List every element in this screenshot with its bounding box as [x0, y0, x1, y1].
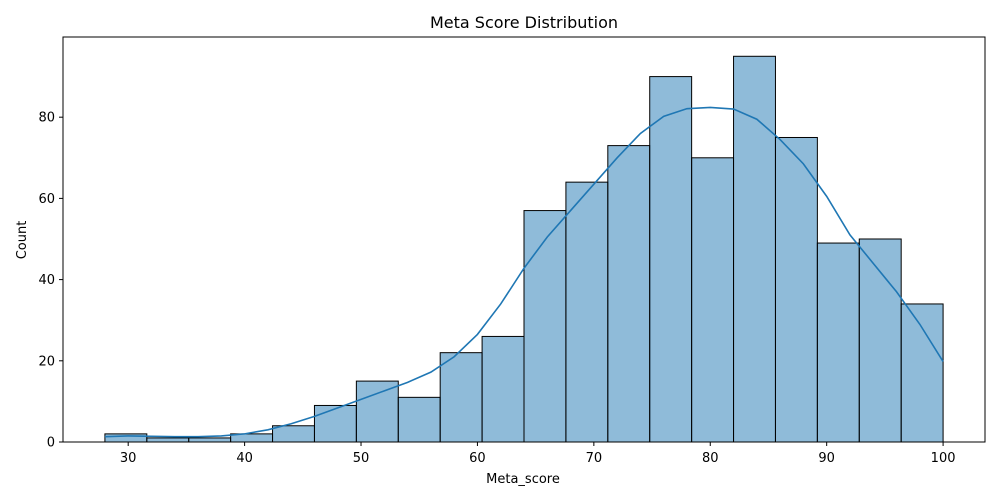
histogram-bar	[397, 396, 441, 443]
y-tick-label: 80	[38, 111, 55, 126]
histogram-bar	[774, 136, 818, 443]
x-tick-label: 50	[353, 451, 370, 466]
histogram-bar	[439, 352, 483, 443]
bars-group	[104, 55, 944, 443]
x-tick-label: 100	[931, 451, 956, 466]
histogram-bar	[858, 238, 902, 443]
x-tick-label: 60	[469, 451, 486, 466]
histogram-bar	[104, 433, 148, 443]
kde-curve	[104, 106, 944, 438]
x-tick-label: 90	[818, 451, 835, 466]
histogram-bar	[146, 437, 190, 443]
histogram-bar	[272, 425, 315, 443]
x-axis-ticks: 30 40 50 60 70 80 90 100	[120, 442, 956, 466]
histogram-bar	[523, 210, 567, 443]
chart-title: Meta Score Distribution	[430, 13, 618, 32]
y-tick-label: 20	[38, 354, 55, 369]
plot-frame	[62, 36, 986, 443]
histogram-bar	[565, 181, 609, 443]
histogram-bar	[900, 303, 944, 443]
y-tick-label: 60	[38, 192, 55, 207]
x-tick-label: 30	[120, 451, 137, 466]
histogram-bar	[649, 76, 693, 443]
histogram-bar	[313, 404, 357, 443]
histogram-bar	[816, 242, 860, 443]
histogram-bar	[355, 380, 399, 443]
y-axis-label: Count	[15, 221, 30, 260]
histogram-bar	[733, 55, 776, 443]
histogram-bar	[481, 335, 525, 443]
x-tick-label: 80	[702, 451, 719, 466]
y-tick-label: 40	[38, 273, 55, 288]
x-axis-label: Meta_score	[486, 472, 560, 487]
histogram-bar	[691, 157, 735, 443]
y-axis-ticks: 0 20 40 60 80	[38, 111, 63, 451]
y-tick-label: 0	[47, 436, 55, 451]
x-tick-label: 40	[236, 451, 253, 466]
histogram-bar	[188, 437, 232, 443]
histogram-bar	[607, 145, 651, 443]
x-tick-label: 70	[586, 451, 603, 466]
